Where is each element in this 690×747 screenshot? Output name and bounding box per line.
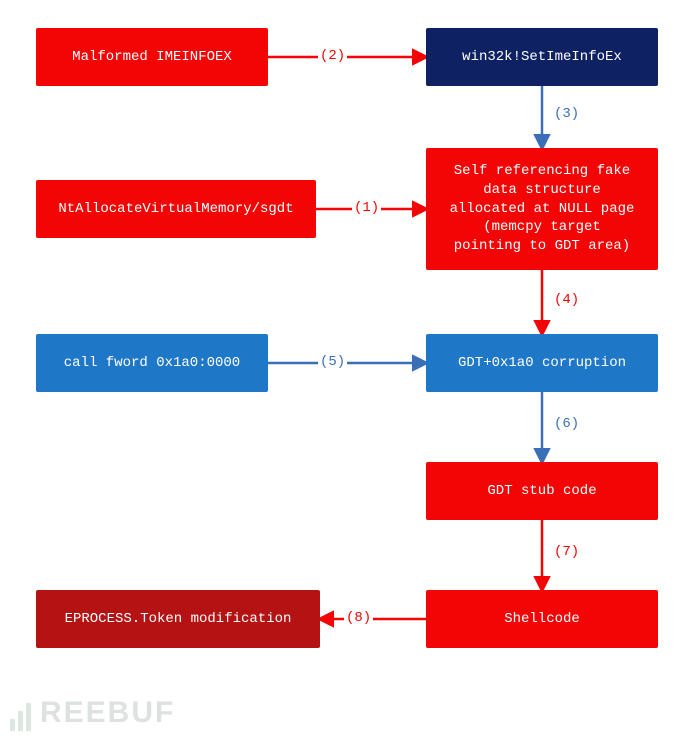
node-label: win32k!SetImeInfoEx [462,48,622,67]
node-label: EPROCESS.Token modification [65,610,292,629]
node-null-page-structure: Self referencing fake data structure all… [426,148,658,270]
watermark: REEBUF [10,696,175,731]
node-label: Shellcode [504,610,580,629]
node-gdt-corruption: GDT+0x1a0 corruption [426,334,658,392]
node-label: call fword 0x1a0:0000 [64,354,240,373]
edge-label-3: (3) [552,106,581,122]
node-shellcode: Shellcode [426,590,658,648]
edge-label-2: (2) [318,48,347,64]
node-ntallocatevirtualmemory-sgdt: NtAllocateVirtualMemory/sgdt [36,180,316,238]
flowchart-canvas: Malformed IMEINFOEX win32k!SetImeInfoEx … [0,0,690,747]
edge-label-1: (1) [352,200,381,216]
node-malformed-imeinfoex: Malformed IMEINFOEX [36,28,268,86]
node-label: GDT stub code [487,482,596,501]
edge-label-5: (5) [318,354,347,370]
node-label: GDT+0x1a0 corruption [458,354,626,373]
watermark-bars-icon [10,697,34,731]
node-eprocess-token: EPROCESS.Token modification [36,590,320,648]
edge-label-4: (4) [552,292,581,308]
node-label: NtAllocateVirtualMemory/sgdt [58,200,293,219]
node-call-fword: call fword 0x1a0:0000 [36,334,268,392]
watermark-text: REEBUF [40,696,175,729]
edge-label-7: (7) [552,544,581,560]
node-label: Malformed IMEINFOEX [72,48,232,67]
node-gdt-stub-code: GDT stub code [426,462,658,520]
node-win32k-setimeinfoex: win32k!SetImeInfoEx [426,28,658,86]
node-label: Self referencing fake data structure all… [450,162,635,256]
edge-label-6: (6) [552,416,581,432]
edge-label-8: (8) [344,610,373,626]
